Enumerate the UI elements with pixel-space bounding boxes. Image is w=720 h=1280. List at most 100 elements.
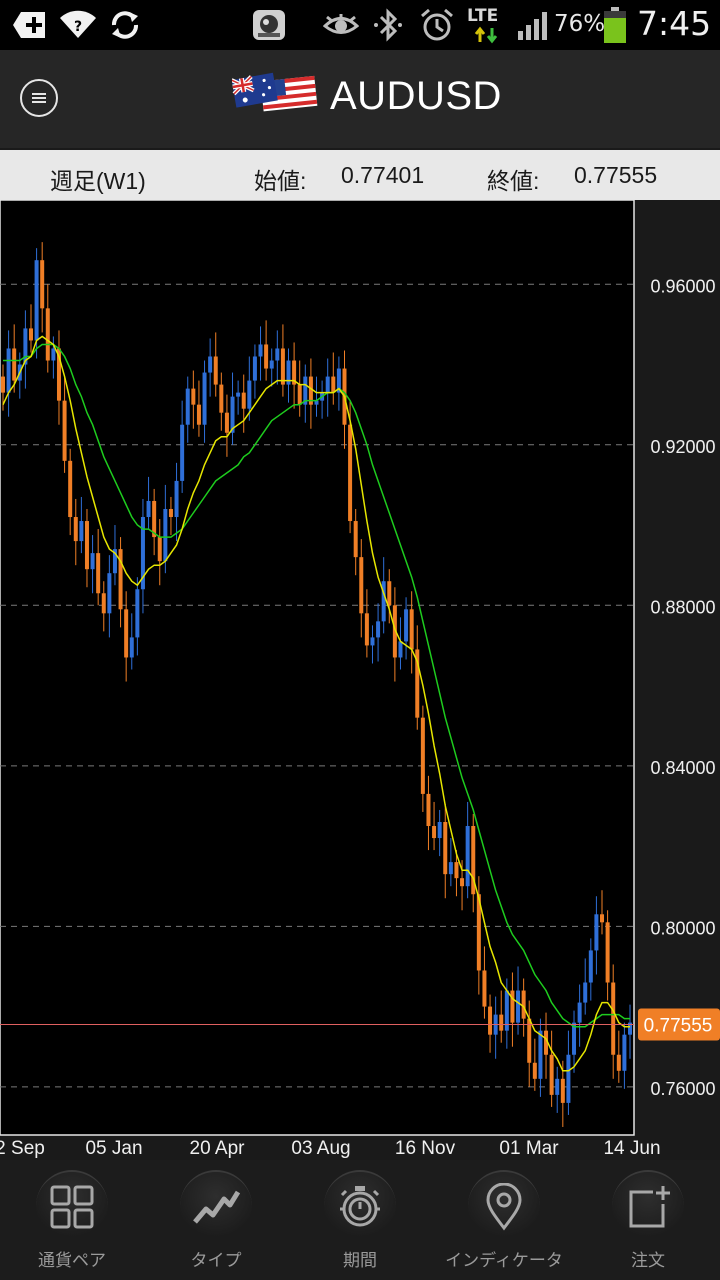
candle [303, 364, 308, 423]
candle [555, 1066, 560, 1113]
candle [566, 1030, 571, 1115]
candle [292, 342, 297, 409]
candle [443, 803, 448, 899]
candle [516, 966, 521, 1035]
candle [135, 577, 140, 656]
candle [252, 344, 257, 399]
time-tick-label: 01 Mar [499, 1138, 559, 1159]
ma-fast-line [2, 335, 630, 1072]
app-notification-icon [250, 8, 288, 42]
candle [549, 1030, 554, 1107]
aud-usd-flag-icon [232, 72, 318, 112]
price-info-bar: 週足(W1) 始値: 0.77401 終値: 0.77555 [0, 150, 720, 200]
candle [426, 775, 431, 851]
candle [112, 525, 117, 586]
timer-icon [324, 1170, 396, 1242]
candle [538, 1018, 543, 1097]
svg-text:?: ? [74, 19, 82, 35]
current-price-value: 0.77555 [644, 1015, 713, 1036]
candle [588, 938, 593, 1001]
candle [409, 591, 414, 674]
symbol-title: AUDUSD [330, 74, 502, 118]
time-tick-label: 05 Jan [85, 1138, 142, 1159]
status-bar: ? LTE 76% 7:45 [0, 0, 720, 50]
candles [1, 242, 632, 1127]
candle [600, 890, 605, 935]
candle [420, 705, 425, 812]
time-axis: 2 Sep 05 Jan 20 Apr 03 Aug 16 Nov 01 Mar 14 Ju… [0, 1138, 661, 1159]
candle [359, 539, 364, 638]
bluetooth-icon [370, 8, 406, 42]
alarm-icon [418, 8, 456, 42]
app-header: AUDUSD [0, 50, 720, 148]
candle [124, 591, 129, 682]
candle [560, 1060, 565, 1127]
candle [180, 400, 185, 493]
period-label: 期間 [343, 1251, 377, 1270]
candle [73, 498, 78, 566]
candle [79, 496, 84, 554]
menu-button[interactable] [20, 79, 58, 117]
currency-pair-button[interactable]: 通貨ペア [0, 1160, 144, 1280]
candle [432, 801, 437, 851]
candle [616, 1030, 621, 1083]
candle [398, 617, 403, 670]
candle [572, 1010, 577, 1073]
order-button[interactable]: 注文 [576, 1160, 720, 1280]
candle [465, 801, 470, 899]
candle [219, 372, 224, 431]
candle [224, 394, 229, 457]
grid-icon [36, 1170, 108, 1242]
candle [163, 484, 168, 574]
candle [208, 338, 213, 397]
signal-strength-icon [516, 8, 552, 42]
candle [527, 1000, 532, 1087]
candle [230, 372, 235, 445]
candle [286, 348, 291, 403]
candle [376, 603, 381, 662]
close-price-label: 終値: [487, 168, 540, 194]
current-price-marker: 0.77555 [638, 1008, 720, 1041]
candle [331, 352, 336, 405]
candle [544, 1012, 549, 1079]
timeframe-label: 週足(W1) [50, 168, 146, 194]
candle [241, 374, 246, 433]
candle [140, 498, 145, 614]
location-pin-icon [468, 1170, 540, 1242]
candle [118, 537, 123, 628]
candle [258, 326, 263, 381]
candle [107, 555, 112, 638]
chart-type-button[interactable]: タイプ [144, 1160, 288, 1280]
candle [314, 376, 319, 417]
new-order-icon [612, 1170, 684, 1242]
candle [96, 529, 101, 606]
clock: 7:45 [637, 4, 712, 43]
candle [196, 380, 201, 437]
plot-area [0, 200, 635, 1136]
price-chart[interactable]: 0.96000 0.92000 0.88000 0.84000 0.80000 0.760… [0, 200, 720, 1160]
candle [280, 324, 285, 397]
open-price-label: 始値: [254, 168, 307, 194]
open-price-value: 0.77401 [341, 162, 425, 188]
candle [101, 581, 106, 632]
candle [84, 508, 89, 588]
battery-percent: 76% [554, 11, 606, 37]
candle [202, 360, 207, 443]
close-price-value: 0.77555 [574, 162, 658, 188]
bottom-toolbar: 通貨ペア タイプ 期間 インディケータ 注文 [0, 1160, 720, 1280]
candle [471, 813, 476, 913]
candle [129, 613, 134, 670]
candle [387, 569, 392, 624]
candle [488, 994, 493, 1053]
indicator-button[interactable]: インディケータ [432, 1160, 576, 1280]
period-button[interactable]: 期間 [288, 1160, 432, 1280]
candle [622, 1022, 627, 1089]
candle [90, 535, 95, 594]
candle [628, 1004, 632, 1059]
price-axis: 0.96000 0.92000 0.88000 0.84000 0.80000 0.760… [650, 276, 715, 1099]
candle [448, 838, 453, 887]
candle [6, 330, 11, 417]
candle [191, 370, 196, 429]
order-label: 注文 [631, 1251, 665, 1270]
price-tick-label: 0.96000 [650, 276, 715, 296]
